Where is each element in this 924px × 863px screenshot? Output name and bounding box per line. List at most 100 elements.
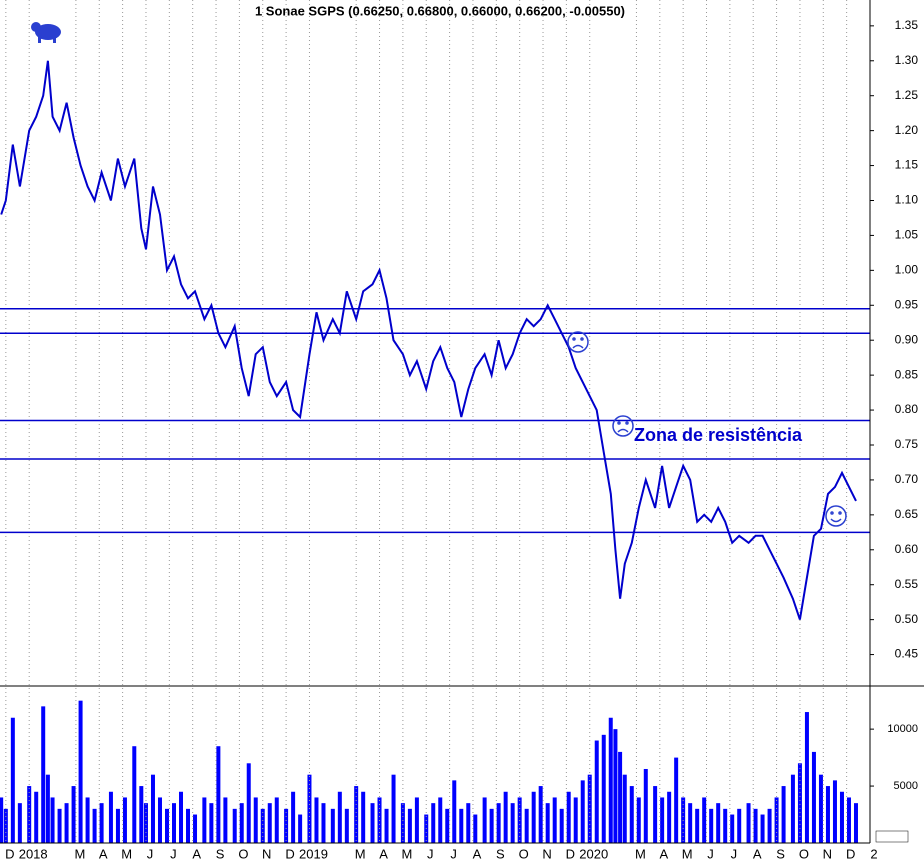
volume-bar <box>531 791 536 843</box>
volume-bar <box>545 803 550 843</box>
volume-bar <box>223 797 228 843</box>
volume-bar <box>122 797 127 843</box>
volume-bar <box>407 808 412 843</box>
volume-bar <box>489 808 494 843</box>
volume-bar <box>559 808 564 843</box>
volume-bar <box>150 774 155 843</box>
volume-bar <box>253 797 258 843</box>
volume-bar <box>179 791 184 843</box>
volume-bar <box>482 797 487 843</box>
happy-face <box>825 505 847 527</box>
volume-bar <box>797 763 802 843</box>
y-tick-label: 0.85 <box>895 367 919 381</box>
volume-bar <box>108 791 113 843</box>
volume-bar <box>330 808 335 843</box>
y-tick-label: 0.90 <box>895 332 919 346</box>
volume-bar <box>164 808 169 843</box>
volume-bar <box>431 803 436 843</box>
volume-bar <box>438 797 443 843</box>
volume-bar <box>760 814 765 843</box>
x-tick-label: M <box>682 846 693 861</box>
volume-bar <box>653 786 658 843</box>
volume-bar <box>284 808 289 843</box>
volume-bar <box>414 797 419 843</box>
volume-bar <box>622 774 627 843</box>
x-tick-label: O <box>238 846 248 861</box>
y-tick-label: 1.00 <box>895 263 919 277</box>
volume-bar <box>709 808 714 843</box>
y-tick-label: 1.10 <box>895 193 919 207</box>
volume-bar <box>580 780 585 843</box>
volume-bar <box>232 808 237 843</box>
y-tick-label: 0.95 <box>895 297 919 311</box>
volume-bar <box>667 791 672 843</box>
volume-bar <box>552 797 557 843</box>
volume-bar <box>730 814 735 843</box>
x-tick-label: M <box>355 846 366 861</box>
bear-icon <box>31 22 61 43</box>
volume-bar <box>674 757 679 843</box>
volume-bar <box>17 803 22 843</box>
volume-bar <box>384 808 389 843</box>
volume-bar <box>260 808 265 843</box>
volume-bar <box>594 740 599 843</box>
sad-face <box>567 331 589 353</box>
y-tick-label: 1.05 <box>895 228 919 242</box>
unit-box <box>875 830 909 843</box>
x-tick-label: J <box>427 846 434 861</box>
x-tick-label: A <box>753 846 762 861</box>
x-tick-label: J <box>731 846 738 861</box>
volume-bar <box>510 803 515 843</box>
x-tick-label: O <box>519 846 529 861</box>
x-tick-label: J <box>147 846 154 861</box>
volume-bar <box>132 746 137 843</box>
volume-bar <box>818 774 823 843</box>
price-line <box>0 60 857 620</box>
x-tick-label: A <box>379 846 388 861</box>
volume-bar <box>636 797 641 843</box>
volume-bar <box>853 803 858 843</box>
volume-bar <box>839 791 844 843</box>
volume-bar <box>45 774 50 843</box>
volume-bar <box>186 808 191 843</box>
volume-bar <box>3 808 8 843</box>
volume-bar <box>496 803 501 843</box>
volume-bar <box>172 803 176 843</box>
volume-bar <box>790 774 795 843</box>
volume-bar <box>473 814 478 843</box>
volume-bar <box>361 791 366 843</box>
volume-bar <box>64 803 69 843</box>
volume-bar <box>139 786 144 843</box>
volume-bar <box>767 808 772 843</box>
volume-bar <box>400 803 405 843</box>
volume-bar <box>239 803 244 843</box>
sad-face <box>612 415 634 437</box>
chart-title: 1 Sonae SGPS (0.66250, 0.66800, 0.66000,… <box>255 3 625 18</box>
volume-bar <box>660 797 665 843</box>
volume-bar <box>688 803 693 843</box>
volume-bar <box>566 791 571 843</box>
y-tick-label: 0.50 <box>895 612 919 626</box>
volume-bar <box>811 751 816 843</box>
volume-bar <box>85 797 90 843</box>
x-tick-label: A <box>99 846 108 861</box>
volume-bar <box>291 791 296 843</box>
y-tick-label: 0.80 <box>895 402 919 416</box>
y-tick-label: 10000 <box>887 723 918 735</box>
volume-bar <box>27 786 32 843</box>
x-tick-label: S <box>216 846 225 861</box>
volume-bar <box>445 808 450 843</box>
volume-bar <box>34 791 39 843</box>
volume-bar <box>538 786 543 843</box>
volume-bar <box>524 808 529 843</box>
volume-bar <box>10 717 15 843</box>
volume-bar <box>716 803 721 843</box>
volume-bar <box>143 803 148 843</box>
volume-bar <box>216 746 221 843</box>
volume-bar <box>71 786 76 843</box>
volume-bar <box>115 808 120 843</box>
volume-bar <box>157 797 162 843</box>
